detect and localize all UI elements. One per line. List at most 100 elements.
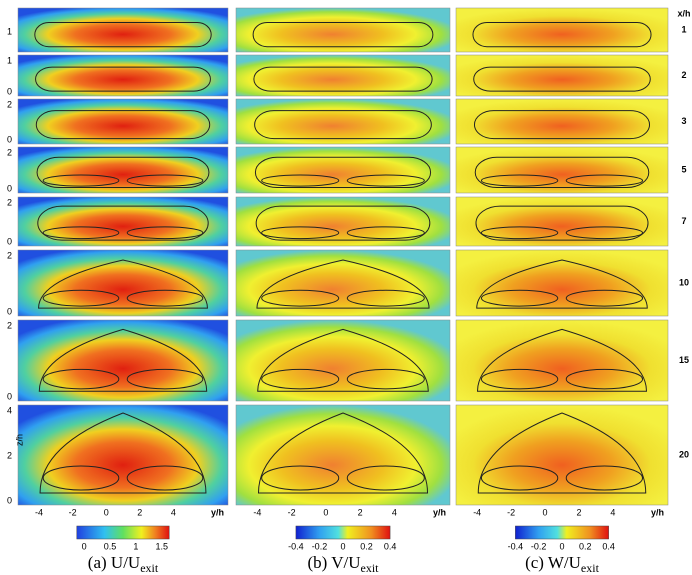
colorbar-tick-label: 0 (340, 541, 345, 551)
contour-line (39, 412, 207, 494)
y-tick-label: 0 (7, 306, 12, 316)
contour-line (42, 465, 120, 491)
y-tick-label: 1 (7, 27, 12, 37)
colorbar (76, 525, 170, 540)
contour-panel (235, 7, 451, 53)
contour-panel (17, 404, 229, 506)
row-label: 2 (681, 70, 686, 80)
y-tick-label: 0 (7, 134, 12, 144)
contour-panel (17, 249, 229, 317)
row-label: 15 (679, 355, 689, 365)
contour-line (35, 66, 211, 92)
y-tick-label: 0 (7, 495, 12, 505)
row-label: 7 (681, 216, 686, 226)
contour-line (476, 259, 648, 309)
contour-line (261, 226, 340, 240)
x-tick-label: -4 (253, 507, 261, 517)
contour-panel (455, 54, 669, 97)
contour-line (257, 328, 429, 392)
row-label: 10 (679, 277, 689, 287)
contour-panel (455, 146, 669, 194)
contour-line (346, 289, 425, 307)
contour-panel (235, 404, 451, 506)
caption-main: (b) V/U (307, 553, 360, 572)
header: x/h (677, 8, 690, 18)
y-tick-label: 2 (7, 450, 12, 460)
y-tick-label: 2 (7, 320, 12, 330)
y-tick-label: 4 (7, 405, 12, 415)
contour-line (346, 226, 425, 240)
contour-line (565, 226, 644, 240)
contour-line (261, 368, 340, 390)
row-label: 1 (681, 24, 686, 34)
x-tick-label: 0 (323, 507, 328, 517)
x-tick-label: 4 (610, 507, 615, 517)
contour-line (254, 156, 432, 188)
contour-line (126, 226, 204, 240)
colorbar-tick-label: -0.4 (508, 541, 524, 551)
x-axis-label: y/h (433, 507, 446, 517)
contour-panel (455, 7, 669, 53)
contour-panel (17, 196, 229, 247)
x-tick-label: 4 (392, 507, 397, 517)
contour-panel (17, 98, 229, 145)
contour-line (480, 174, 559, 187)
y-tick-label: 2 (7, 197, 12, 207)
x-tick-label: -2 (507, 507, 515, 517)
y-tick-label: 0 (7, 86, 12, 96)
x-tick-label: 2 (358, 507, 363, 517)
x-tick-label: -2 (288, 507, 296, 517)
x-tick-label: 0 (104, 507, 109, 517)
contour-line (480, 465, 559, 491)
x-tick-label: 2 (576, 507, 581, 517)
contour-line (472, 22, 652, 48)
contour-line (34, 22, 212, 48)
y-tick-label: 1 (7, 55, 12, 65)
y-tick-label: 2 (7, 99, 12, 109)
contour-panel (235, 249, 451, 317)
y-tick-label: 2 (7, 250, 12, 260)
contour-line (480, 368, 559, 390)
x-tick-label: 2 (137, 507, 142, 517)
colorbar-tick-label: -0.4 (288, 541, 304, 551)
z-axis-label: z/h (14, 434, 24, 446)
y-tick-label: 2 (7, 147, 12, 157)
x-tick-label: -4 (473, 507, 481, 517)
contour-line (565, 368, 644, 390)
colorbar-tick-label: 0.4 (602, 541, 615, 551)
contour-line (473, 110, 651, 140)
contour-line (480, 289, 559, 307)
x-tick-label: -4 (35, 507, 43, 517)
x-tick-label: 0 (543, 507, 548, 517)
colorbar-tick-label: 1.5 (156, 541, 169, 551)
contour-line (35, 110, 211, 140)
contour-panel (235, 146, 451, 194)
contour-line (253, 66, 433, 92)
colorbar-tick-label: 0.4 (384, 541, 397, 551)
caption: (b) V/Uexit (307, 553, 379, 575)
row-label: 20 (679, 449, 689, 459)
contour-line (346, 465, 425, 491)
contour-line (255, 205, 431, 241)
contour-panel (455, 249, 669, 317)
contour-line (126, 368, 204, 390)
contour-panel (17, 7, 229, 53)
contour-line (473, 66, 651, 92)
contour-panel (455, 98, 669, 145)
contour-line (346, 368, 425, 390)
contour-line (42, 368, 120, 390)
contour-line (477, 328, 647, 392)
contour-line (254, 110, 432, 140)
contour-line (477, 412, 647, 494)
contour-line (565, 174, 644, 187)
contour-line (346, 174, 425, 187)
contour-line (480, 226, 559, 240)
contour-line (38, 259, 208, 309)
caption-sub: exit (361, 561, 380, 575)
y-tick-label: 0 (7, 183, 12, 193)
contour-line (126, 289, 204, 307)
colorbar-tick-label: 0.2 (360, 541, 373, 551)
contour-line (38, 328, 208, 392)
contour-line (42, 174, 120, 187)
contour-line (126, 465, 204, 491)
